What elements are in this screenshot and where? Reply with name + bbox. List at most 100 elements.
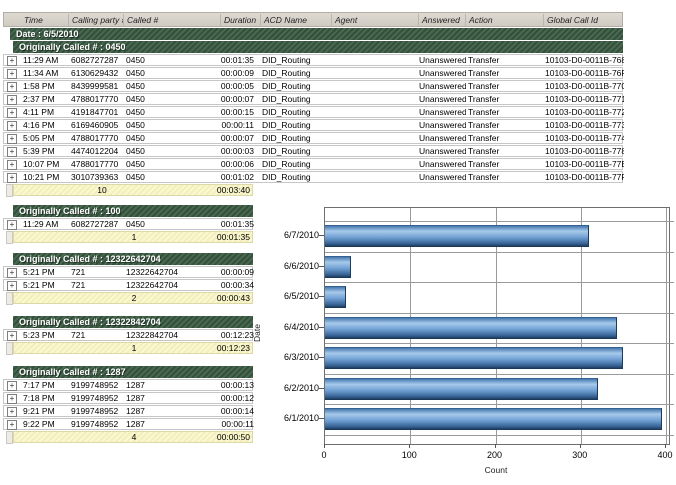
- cell-agent: [332, 120, 416, 130]
- call-table-row: 2:37 PM 4788017770 0450 00:00:07 DID_Rou…: [3, 93, 624, 105]
- call-table-row: 11:29 AM 6082727287 0450 00:01:35: [3, 218, 254, 230]
- expand-row-icon[interactable]: [7, 381, 17, 391]
- x-axis-tick: [579, 444, 581, 448]
- cell-time: 9:21 PM: [23, 406, 55, 416]
- y-axis-tick: [319, 418, 324, 420]
- cell-duration: 00:00:12: [220, 393, 254, 403]
- cell-calling-party: 4788017770: [71, 159, 119, 169]
- column-header-global-call-id[interactable]: Global Call Id: [543, 14, 622, 26]
- cell-global-call-id: 10103-D0-0011B-770: [545, 81, 624, 91]
- cell-time: 1:58 PM: [23, 81, 55, 91]
- cell-called: 0450: [126, 81, 145, 91]
- expand-row-icon[interactable]: [7, 121, 17, 131]
- chart-bar: [325, 377, 598, 400]
- expand-row-icon[interactable]: [7, 82, 17, 92]
- cell-duration: 00:00:03: [220, 146, 254, 156]
- cell-global-call-id: 10103-D0-0011B-77F: [545, 172, 624, 182]
- expand-row-icon[interactable]: [7, 173, 17, 183]
- cell-global-call-id: 10103-D0-0011B-773: [545, 120, 624, 130]
- cell-called: 0450: [126, 172, 145, 182]
- cell-calling-party: 6130629432: [71, 68, 119, 78]
- group-summary-row: 1 00:01:35: [6, 231, 253, 244]
- column-header-duration[interactable]: Duration: [220, 14, 260, 26]
- cell-called: 12322642704: [126, 280, 179, 290]
- expand-row-icon[interactable]: [7, 147, 17, 157]
- cell-calling-party: 9199748952: [71, 380, 119, 390]
- cell-calling-party: 4474012204: [71, 146, 119, 156]
- column-header-called[interactable]: Called #: [123, 14, 220, 26]
- call-group-12322642704: Originally Called # : 12322642704 5:21 P…: [3, 253, 254, 305]
- expand-row-icon[interactable]: [7, 108, 17, 118]
- expand-row-icon[interactable]: [7, 69, 17, 79]
- cell-duration: 00:00:14: [220, 406, 254, 416]
- chart-plot-area: [324, 207, 674, 445]
- cell-answered: Unanswered: [419, 133, 466, 143]
- cell-global-call-id: 10103-D0-0011B-771: [545, 94, 624, 104]
- cell-called: 0450: [126, 159, 145, 169]
- group-header-row: Originally Called # : 1287: [13, 366, 253, 378]
- summary-total-duration: 00:00:43: [216, 293, 250, 303]
- cell-time: 10:21 PM: [23, 172, 60, 182]
- cell-answered: Unanswered: [419, 120, 466, 130]
- expand-row-icon[interactable]: [7, 134, 17, 144]
- summary-gutter: [6, 342, 13, 355]
- cell-acd-name: DID_Routing: [262, 68, 311, 78]
- chart-bar: [325, 347, 623, 370]
- cell-duration: 00:00:34: [220, 280, 254, 290]
- cell-action: Transfer: [468, 133, 500, 143]
- cell-time: 2:37 PM: [23, 94, 55, 104]
- call-table-row: 1:58 PM 8439999581 0450 00:00:05 DID_Rou…: [3, 80, 624, 92]
- cell-duration: 00:01:02: [220, 172, 254, 182]
- column-header-calling-party[interactable]: Calling party #: [68, 14, 123, 26]
- cell-duration: 00:00:15: [220, 107, 254, 117]
- expand-row-icon[interactable]: [7, 220, 17, 230]
- y-axis-tick-label: 6/5/2010: [283, 291, 319, 302]
- cell-answered: Unanswered: [419, 172, 466, 182]
- column-header-answered[interactable]: Answered: [418, 14, 465, 26]
- cell-time: 4:16 PM: [23, 120, 55, 130]
- call-table-row: 4:16 PM 6169460905 0450 00:00:11 DID_Rou…: [3, 119, 624, 131]
- expand-row-icon[interactable]: [7, 56, 17, 66]
- cell-time: 5:05 PM: [23, 133, 55, 143]
- call-group-0450: Date : 6/5/2010 Originally Called # : 04…: [3, 28, 624, 197]
- cell-time: 5:21 PM: [23, 267, 55, 277]
- summary-gutter: [6, 231, 13, 244]
- expand-row-icon[interactable]: [7, 281, 17, 291]
- expand-row-icon[interactable]: [7, 268, 17, 278]
- cell-calling-party: 9199748952: [71, 419, 119, 429]
- column-header-acd-name[interactable]: ACD Name: [260, 14, 331, 26]
- cell-calling-party: 6082727287: [71, 219, 119, 229]
- expand-row-icon[interactable]: [7, 331, 17, 341]
- cell-action: Transfer: [468, 107, 500, 117]
- column-header-time[interactable]: Time: [24, 15, 43, 25]
- call-table-row: 5:23 PM 721 12322842704 00:12:23: [3, 329, 254, 341]
- group-summary-row: 4 00:00:50: [6, 431, 253, 444]
- cell-called: 0450: [126, 94, 145, 104]
- y-axis-tick-label: 6/7/2010: [283, 230, 319, 241]
- cell-duration: 00:00:07: [220, 94, 254, 104]
- summary-total-duration: 00:01:35: [216, 232, 250, 242]
- expand-row-icon[interactable]: [7, 407, 17, 417]
- group-rows: 7:17 PM 9199748952 1287 00:00:13 7:18 PM…: [3, 379, 254, 430]
- x-axis-tick-label: 200: [486, 450, 503, 460]
- cell-duration: 00:00:06: [220, 159, 254, 169]
- group-header-row: Originally Called # : 100: [13, 205, 253, 217]
- expand-row-icon[interactable]: [7, 420, 17, 430]
- group-rows: 5:21 PM 721 12322642704 00:00:09 5:21 PM…: [3, 266, 254, 291]
- y-axis-tick: [319, 326, 324, 328]
- cell-acd-name: DID_Routing: [262, 120, 311, 130]
- cell-global-call-id: 10103-D0-0011B-76F: [545, 68, 624, 78]
- expand-row-icon[interactable]: [7, 95, 17, 105]
- column-header-agent[interactable]: Agent: [331, 14, 418, 26]
- cell-called: 1287: [126, 419, 145, 429]
- column-header-action[interactable]: Action: [465, 14, 543, 26]
- expand-row-icon[interactable]: [7, 394, 17, 404]
- cell-duration: 00:00:07: [220, 133, 254, 143]
- cell-acd-name: DID_Routing: [262, 81, 311, 91]
- expand-row-icon[interactable]: [7, 160, 17, 170]
- cell-global-call-id: 10103-D0-0011B-774: [545, 133, 624, 143]
- cell-answered: Unanswered: [419, 81, 466, 91]
- group-rows: 11:29 AM 6082727287 0450 00:01:35: [3, 218, 254, 230]
- x-axis-tick-label: 400: [657, 450, 673, 460]
- cell-answered: Unanswered: [419, 159, 466, 169]
